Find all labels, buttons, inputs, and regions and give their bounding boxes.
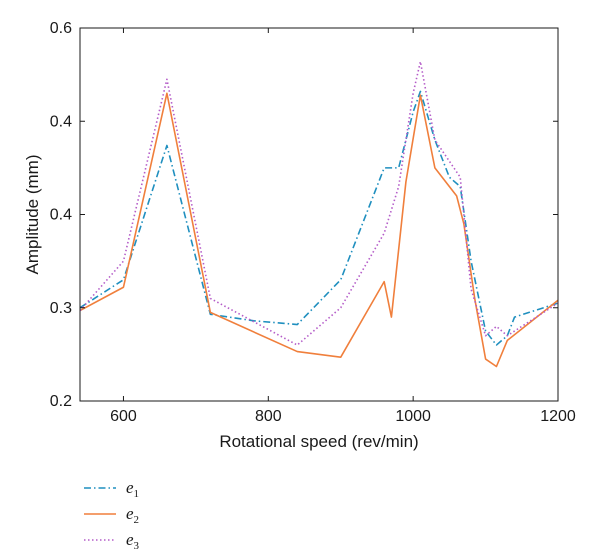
legend-label: e3 [126, 530, 140, 552]
legend-label-subscript: 3 [134, 540, 140, 552]
legend-label: e2 [126, 504, 139, 526]
legend-label-name: e [126, 504, 134, 523]
x-tick-label: 1200 [540, 408, 576, 425]
y-tick-label: 0.3 [50, 300, 72, 317]
series-line-e3 [80, 60, 558, 346]
legend-label-subscript: 2 [134, 514, 140, 526]
x-tick-label: 800 [255, 408, 282, 425]
legend-label-subscript: 1 [134, 488, 140, 500]
y-axis-label: Amplitude (mm) [23, 155, 42, 275]
legend-item: e2 [84, 504, 139, 526]
y-tick-label: 0.6 [50, 20, 72, 37]
legend-item: e3 [84, 530, 140, 552]
x-tick-label: 1000 [395, 408, 431, 425]
plot-area [80, 60, 558, 368]
y-tick-label: 0.2 [50, 393, 72, 410]
series-line-e2 [80, 92, 558, 368]
x-axis-label: Rotational speed (rev/min) [219, 432, 418, 451]
legend-label: e1 [126, 478, 139, 500]
y-tick-label: 0.4 [50, 113, 72, 130]
legend-label-name: e [126, 530, 134, 549]
legend-item: e1 [84, 478, 139, 500]
legend-label-name: e [126, 478, 134, 497]
series-line-e1 [80, 90, 558, 346]
x-tick-label: 600 [110, 408, 137, 425]
axes-frame [79, 27, 559, 402]
axes: 600 800 1000 1200 0.2 0.3 0.4 0.4 0.6 [50, 20, 576, 425]
y-tick-label: 0.4 [50, 207, 72, 224]
